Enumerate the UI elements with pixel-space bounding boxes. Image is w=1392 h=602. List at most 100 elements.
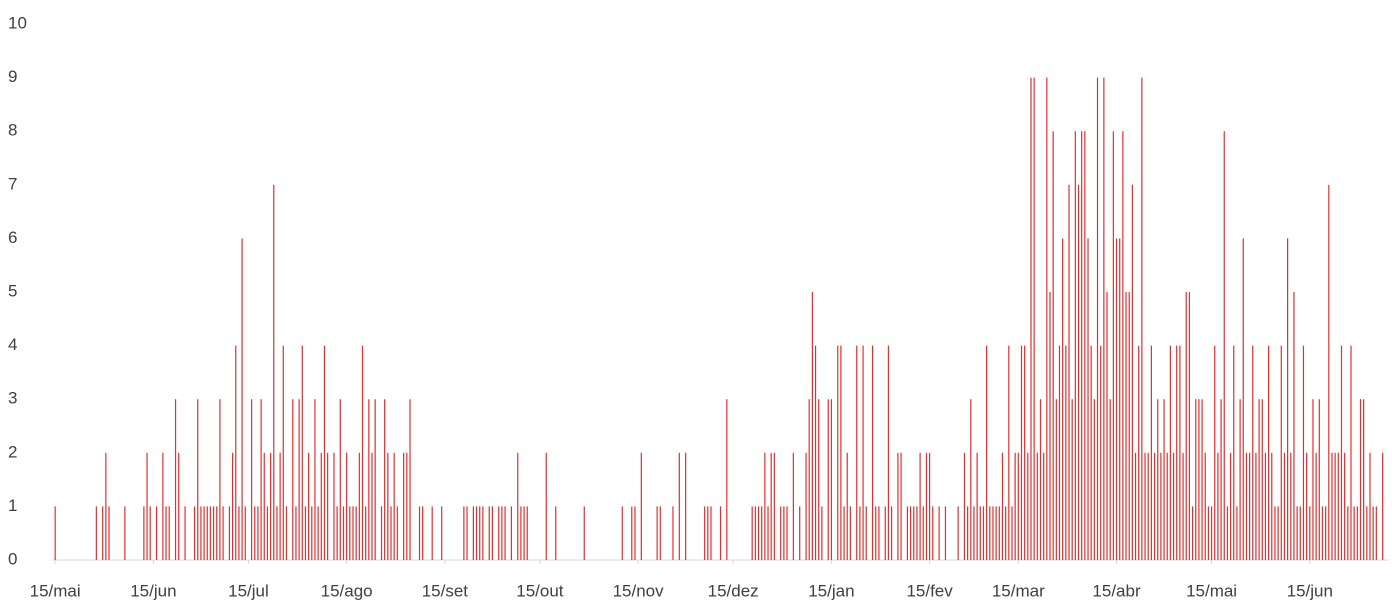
bar: [314, 399, 316, 560]
x-tick-label: 15/mai: [1186, 581, 1237, 600]
bar: [209, 506, 212, 560]
bar: [865, 506, 867, 560]
bar: [390, 506, 392, 560]
bar: [387, 452, 389, 560]
bar: [510, 506, 512, 560]
bar: [301, 345, 303, 560]
bar: [1220, 399, 1222, 560]
bar: [1001, 452, 1004, 560]
bar: [932, 506, 934, 560]
bar: [719, 506, 722, 560]
bar: [1233, 345, 1235, 560]
bar: [355, 506, 357, 560]
bar: [1350, 345, 1352, 560]
bar: [1122, 131, 1124, 560]
bar: [1011, 506, 1013, 560]
bar: [178, 452, 180, 560]
bar: [197, 399, 199, 560]
bar: [1226, 506, 1229, 560]
bar: [757, 506, 760, 560]
bar: [1138, 345, 1140, 560]
bar: [837, 345, 839, 560]
bar: [482, 506, 484, 560]
y-tick-label: 5: [8, 281, 17, 300]
bar: [957, 506, 959, 560]
bar: [982, 506, 985, 560]
bar: [260, 399, 262, 560]
bar: [235, 345, 237, 560]
bar: [320, 452, 322, 560]
bar: [374, 399, 376, 560]
bar: [203, 506, 205, 560]
bar: [764, 452, 766, 560]
bar: [878, 506, 880, 560]
bar: [1242, 238, 1244, 560]
bar: [1093, 399, 1095, 560]
bar: [466, 506, 468, 560]
bar: [1160, 452, 1162, 560]
y-tick-label: 10: [8, 13, 27, 32]
bar: [751, 506, 753, 560]
bar: [1017, 452, 1019, 560]
bar: [1163, 399, 1165, 560]
bar: [1207, 506, 1210, 560]
bar: [1258, 399, 1260, 560]
bar: [228, 506, 231, 560]
bar: [216, 506, 218, 560]
bar: [1147, 452, 1149, 560]
bar: [270, 452, 272, 560]
bar: [1169, 345, 1171, 560]
bar: [1125, 292, 1127, 560]
bar: [1074, 131, 1076, 560]
bar: [1229, 452, 1232, 560]
bar: [244, 506, 246, 560]
bar: [545, 452, 547, 560]
bar: [241, 238, 243, 560]
bar: [526, 506, 528, 560]
bar: [849, 506, 851, 560]
bar: [1106, 292, 1108, 560]
bar: [656, 506, 658, 560]
bar: [1134, 452, 1137, 560]
bar: [371, 452, 373, 560]
bar: [165, 506, 167, 560]
bar: [475, 506, 478, 560]
bar: [1005, 506, 1007, 560]
bar: [979, 506, 981, 560]
bar: [1036, 452, 1038, 560]
bar: [1302, 345, 1305, 560]
bar: [919, 452, 921, 560]
bar: [1204, 452, 1206, 560]
bar: [1100, 345, 1102, 560]
bar: [358, 452, 360, 560]
bar: [1344, 452, 1346, 560]
bar: [257, 506, 259, 560]
y-tick-label: 9: [8, 67, 17, 86]
bar: [1201, 399, 1203, 560]
bar: [1239, 399, 1241, 560]
bar: [786, 506, 788, 560]
bar: [146, 452, 148, 560]
bar: [672, 506, 674, 560]
bar: [463, 506, 465, 560]
bar: [704, 506, 706, 560]
bar: [108, 506, 110, 560]
bar: [840, 345, 842, 560]
bar: [222, 506, 224, 560]
bar: [1223, 131, 1225, 560]
bar: [1115, 238, 1118, 560]
bar: [1131, 184, 1133, 561]
bar: [818, 399, 820, 560]
bar: [1312, 399, 1314, 560]
bar: [409, 399, 411, 560]
bar: [339, 399, 341, 560]
bar: [871, 345, 874, 560]
bar: [621, 506, 623, 560]
bar: [193, 506, 196, 560]
bar: [1087, 238, 1089, 560]
bar: [1024, 345, 1026, 560]
bar: [887, 345, 890, 560]
bar: [174, 399, 177, 560]
bar: [998, 506, 1000, 560]
bar: [1191, 506, 1194, 560]
